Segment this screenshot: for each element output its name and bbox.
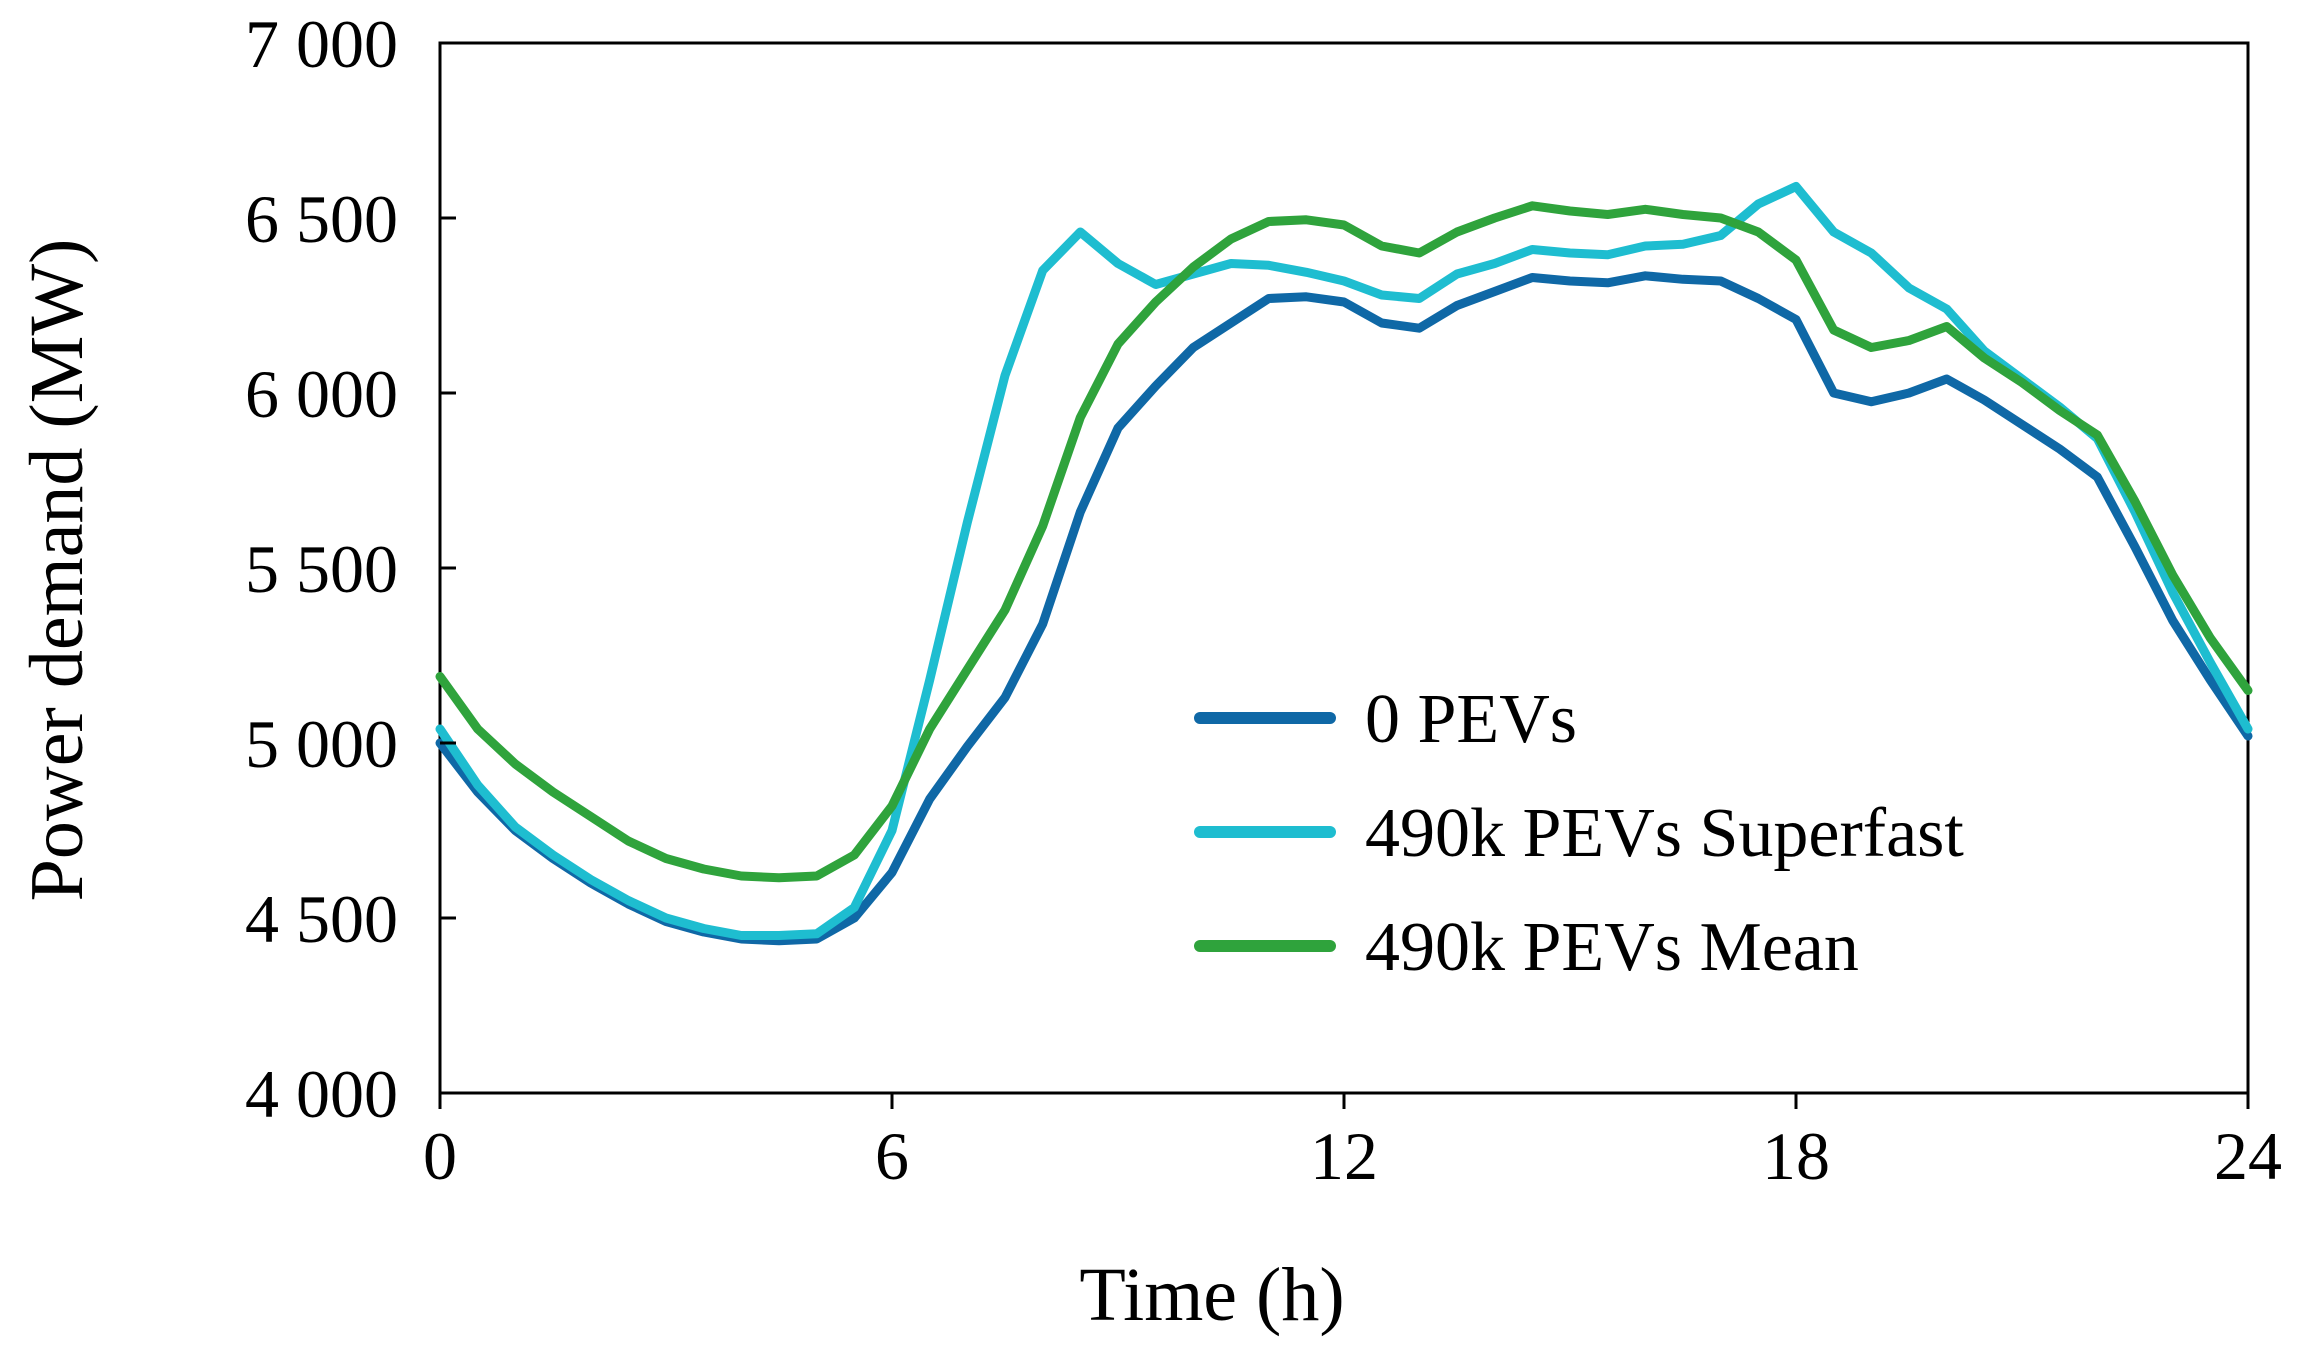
y-tick-label: 4 500 [245,881,398,957]
x-tick-label: 6 [875,1118,909,1194]
y-tick-label: 6 000 [245,356,398,432]
y-tick-label: 4 000 [245,1056,398,1132]
y-tick-label: 6 500 [245,181,398,257]
legend-label-2: 490k PEVs Mean [1365,909,1859,986]
y-tick-label: 5 500 [245,531,398,607]
legend-label-1: 490k PEVs Superfast [1365,795,1964,872]
y-tick-label: 7 000 [245,6,398,82]
y-axis-title: Power demand (MW) [15,239,99,902]
legend: 0 PEVs 490k PEVs Superfast 490k PEVs Mean [1194,681,1964,986]
series-line-2 [435,201,2253,883]
series-lines [435,182,2253,946]
series-line-0 [435,271,2253,946]
series-line-1 [435,182,2253,940]
x-tick-label: 12 [1310,1118,1378,1194]
x-tick-label: 0 [423,1118,457,1194]
x-axis-title: Time (h) [1079,1253,1344,1337]
y-tick-label: 5 000 [245,706,398,782]
x-tick-label: 24 [2214,1118,2282,1194]
legend-label-0: 0 PEVs [1365,681,1577,758]
axes: 0 6 12 18 24 4 000 4 500 5 000 5 500 6 000 6 500 7 … [245,6,2282,1194]
x-tick-label: 18 [1762,1118,1830,1194]
